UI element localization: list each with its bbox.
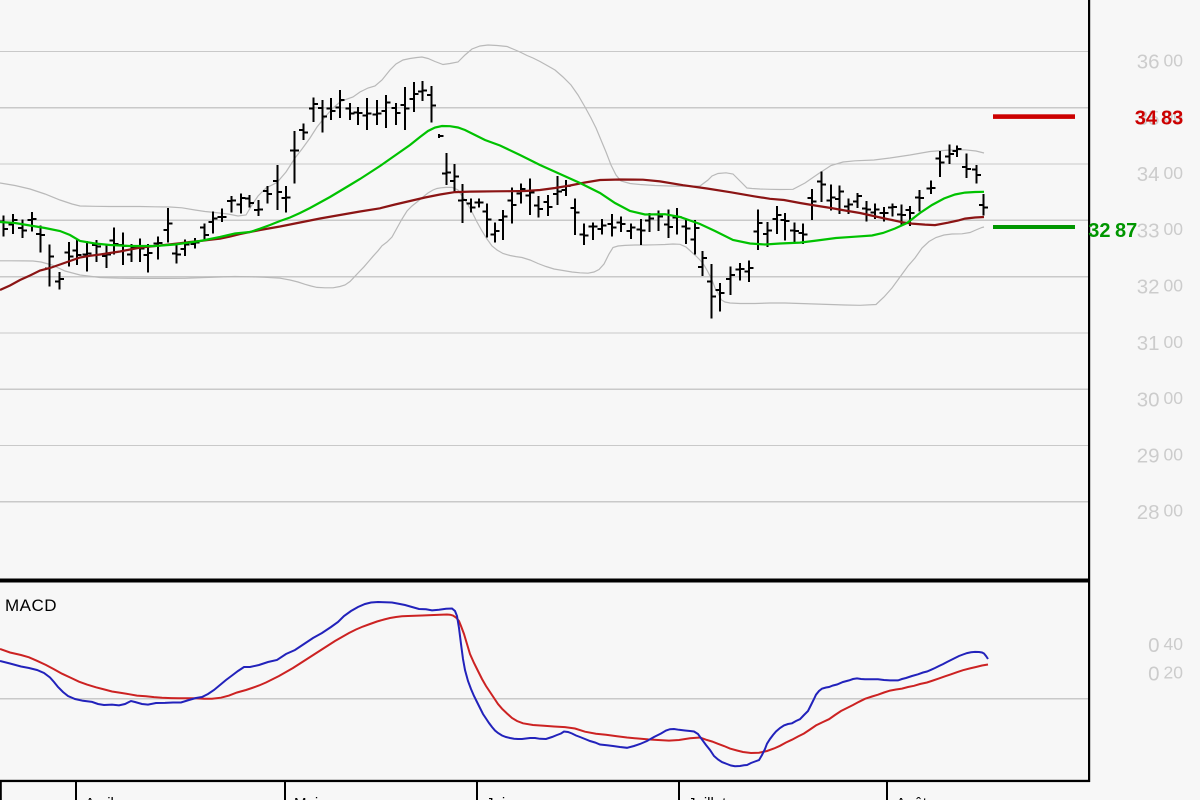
svg-text:00: 00 bbox=[1164, 107, 1184, 127]
svg-text:Juillet: Juillet bbox=[688, 795, 727, 800]
svg-text:00: 00 bbox=[1164, 501, 1184, 521]
svg-text:35: 35 bbox=[1137, 107, 1160, 130]
svg-text:31: 31 bbox=[1137, 332, 1160, 355]
svg-text:0: 0 bbox=[1148, 663, 1159, 686]
svg-text:34: 34 bbox=[1137, 163, 1160, 186]
svg-text:83: 83 bbox=[1161, 107, 1183, 129]
svg-text:87: 87 bbox=[1115, 220, 1137, 242]
svg-text:00: 00 bbox=[1164, 163, 1184, 183]
svg-text:Mai: Mai bbox=[294, 795, 318, 800]
svg-text:29: 29 bbox=[1137, 445, 1160, 468]
svg-text:00: 00 bbox=[1164, 388, 1184, 408]
svg-text:00: 00 bbox=[1164, 219, 1184, 239]
svg-text:00: 00 bbox=[1164, 444, 1184, 464]
svg-text:36: 36 bbox=[1137, 51, 1160, 74]
svg-text:33: 33 bbox=[1137, 219, 1160, 242]
svg-text:00: 00 bbox=[1164, 276, 1184, 296]
svg-text:Juin: Juin bbox=[486, 795, 514, 800]
svg-text:Avril: Avril bbox=[85, 795, 114, 800]
svg-text:32: 32 bbox=[1088, 220, 1110, 242]
svg-text:28: 28 bbox=[1137, 501, 1160, 524]
svg-text:34: 34 bbox=[1135, 107, 1158, 129]
svg-text:MACD: MACD bbox=[5, 596, 57, 615]
svg-text:30: 30 bbox=[1137, 388, 1160, 411]
svg-text:40: 40 bbox=[1164, 634, 1184, 654]
svg-text:32: 32 bbox=[1137, 276, 1160, 299]
svg-text:00: 00 bbox=[1164, 50, 1184, 70]
svg-text:0: 0 bbox=[1148, 634, 1159, 657]
svg-text:00: 00 bbox=[1164, 332, 1184, 352]
svg-text:20: 20 bbox=[1164, 663, 1184, 683]
svg-text:Août: Août bbox=[896, 795, 928, 800]
